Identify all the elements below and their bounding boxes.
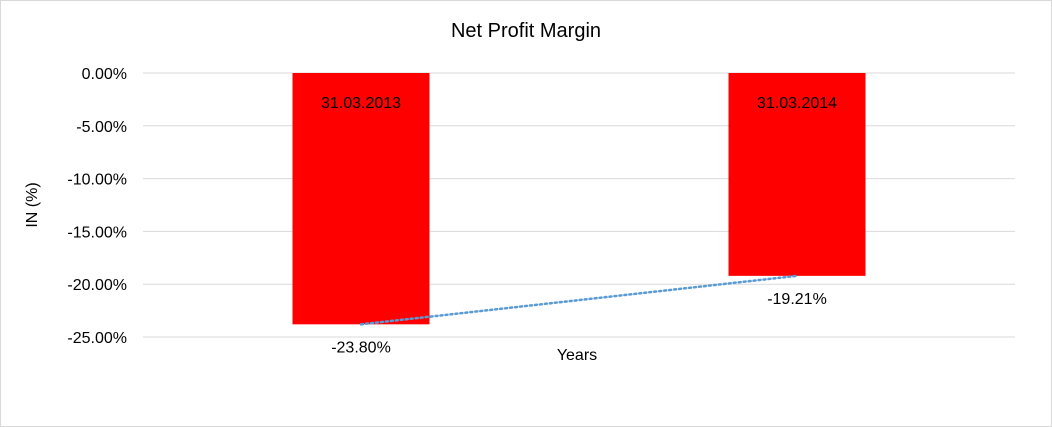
trendline (359, 274, 799, 326)
y-tick-label: -25.00% (67, 330, 127, 347)
data-labels: 31.03.2013 -23.80% 31.03.2014 -19.21% (321, 95, 837, 356)
trendline-line (359, 274, 799, 326)
x-axis-label: Years (557, 347, 597, 364)
y-axis-label: IN (%) (24, 182, 41, 227)
chart-title: Net Profit Margin (451, 20, 601, 42)
category-label: 31.03.2014 (757, 95, 837, 112)
category-label: 31.03.2013 (321, 95, 401, 112)
gridlines (143, 72, 1015, 338)
bars (292, 73, 866, 325)
y-tick-label: 0.00% (82, 66, 127, 83)
bar (292, 73, 430, 325)
value-label: -23.80% (331, 339, 391, 356)
y-tick-label: -15.00% (67, 224, 127, 241)
y-tick-label: -20.00% (67, 277, 127, 294)
value-label: -19.21% (767, 291, 827, 308)
y-tick-label: -10.00% (67, 172, 127, 189)
y-tick-label: -5.00% (76, 119, 127, 136)
bar (728, 73, 866, 276)
y-axis-ticks: 0.00% -5.00% -10.00% -15.00% -20.00% -25.00% (67, 66, 127, 347)
